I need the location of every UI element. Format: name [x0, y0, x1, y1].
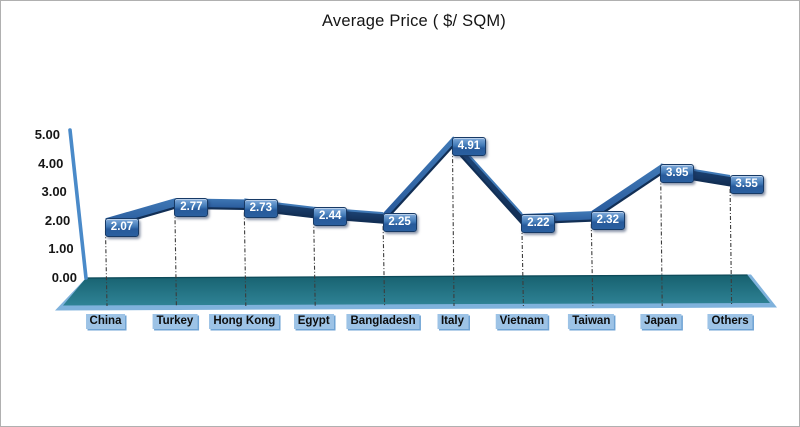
data-point-label: 2.32 [590, 210, 625, 230]
data-point-label: 2.25 [382, 212, 417, 232]
category-label: Bangladesh [346, 314, 420, 329]
drop-line [313, 220, 316, 307]
y-axis-tick: 2.00 [44, 212, 71, 228]
y-axis-tick: 0.00 [51, 270, 77, 285]
y-axis-tick: 1.00 [48, 241, 74, 257]
category-label: Vietnam [495, 314, 549, 329]
floor [63, 275, 770, 306]
y-axis-tick: 3.00 [41, 184, 67, 200]
drop-line [660, 177, 663, 307]
drop-line [243, 212, 247, 307]
category-label: Others [707, 314, 753, 329]
category-label: Japan [640, 314, 682, 329]
data-point-label: 3.95 [660, 164, 695, 184]
y-axis-line [68, 128, 88, 280]
y-axis-tick: 5.00 [34, 127, 60, 142]
data-point-label: 2.22 [521, 213, 556, 233]
ribbon-segment [383, 137, 453, 223]
ribbon-segment [591, 164, 661, 221]
category-label: Italy [436, 314, 469, 329]
data-point-label: 3.55 [729, 175, 764, 195]
data-point-label: 2.73 [243, 198, 278, 218]
ribbon-bottom-edge [451, 145, 523, 225]
category-label: Turkey [152, 314, 198, 329]
drop-line [521, 226, 524, 307]
drop-line [729, 188, 733, 307]
drop-line [104, 231, 108, 307]
data-point-label: 2.07 [105, 217, 139, 237]
drop-line [174, 211, 177, 307]
drop-line [382, 226, 386, 307]
floor-back-edge [85, 274, 748, 279]
ribbon-segment [452, 137, 522, 224]
y-axis-tick: 4.00 [38, 155, 64, 171]
category-label: Egypt [293, 314, 334, 329]
category-label: Taiwan [568, 314, 615, 329]
data-point-label: 2.77 [174, 197, 209, 217]
category-label: China [85, 314, 126, 329]
data-point-label: 2.44 [313, 207, 348, 227]
drop-line [451, 150, 455, 307]
chart-title: Average Price ( $/ SQM) [321, 12, 507, 30]
ribbon-bottom-edge [382, 145, 454, 224]
category-label: Hong Kong [209, 314, 280, 329]
data-point-label: 4.91 [452, 136, 486, 156]
